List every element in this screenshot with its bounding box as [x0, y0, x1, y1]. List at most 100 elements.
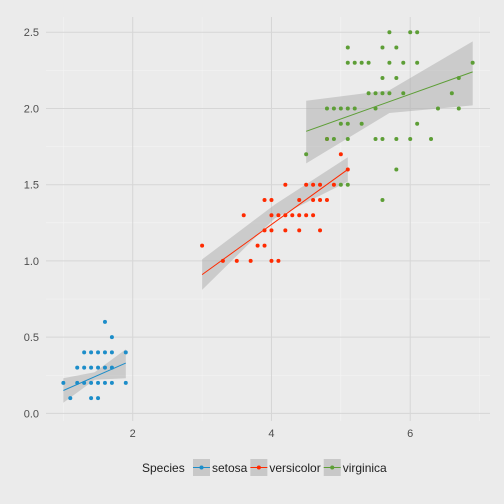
data-point-virginica	[380, 136, 385, 141]
data-point-virginica	[415, 60, 420, 65]
legend-key-point	[256, 465, 261, 470]
fit-line-virginica	[305, 71, 473, 132]
legend-item-virginica: virginica	[323, 459, 387, 476]
data-point-versicolor	[269, 197, 274, 202]
data-point-virginica	[394, 75, 399, 80]
legend-key-point	[330, 465, 335, 470]
fit-lines	[63, 71, 473, 391]
data-point-setosa	[96, 350, 101, 355]
data-point-versicolor	[276, 213, 281, 218]
data-point-setosa	[123, 350, 128, 355]
legend-label: virginica	[343, 461, 387, 475]
data-point-versicolor	[311, 182, 316, 187]
legend-label: setosa	[212, 461, 248, 475]
legend-item-setosa: setosa	[193, 459, 248, 476]
data-point-setosa	[82, 380, 87, 385]
data-point-versicolor	[241, 213, 246, 218]
data-point-versicolor	[331, 182, 336, 187]
data-point-virginica	[401, 91, 406, 96]
x-tick-label: 4	[268, 428, 274, 440]
data-point-setosa	[82, 350, 87, 355]
data-point-setosa	[123, 380, 128, 385]
data-point-versicolor	[324, 197, 329, 202]
data-point-virginica	[331, 136, 336, 141]
data-point-versicolor	[200, 243, 205, 248]
data-point-virginica	[408, 30, 413, 35]
data-point-virginica	[345, 182, 350, 187]
data-point-versicolor	[318, 197, 323, 202]
data-point-versicolor	[297, 228, 302, 233]
data-point-virginica	[331, 106, 336, 111]
data-point-virginica	[373, 106, 378, 111]
data-point-virginica	[345, 136, 350, 141]
data-point-versicolor	[234, 258, 239, 263]
data-point-setosa	[89, 396, 94, 401]
data-point-setosa	[102, 350, 107, 355]
data-point-versicolor	[248, 258, 253, 263]
confidence-band-setosa	[63, 349, 126, 403]
data-point-virginica	[338, 121, 343, 126]
data-point-virginica	[345, 106, 350, 111]
legend-item-versicolor: versicolor	[250, 459, 321, 476]
data-point-versicolor	[290, 213, 295, 218]
data-point-virginica	[456, 106, 461, 111]
data-point-virginica	[394, 167, 399, 172]
data-point-versicolor	[345, 167, 350, 172]
fit-line-versicolor	[201, 169, 349, 276]
data-point-versicolor	[318, 228, 323, 233]
data-point-virginica	[380, 75, 385, 80]
data-point-virginica	[366, 91, 371, 96]
data-point-versicolor	[297, 213, 302, 218]
data-point-virginica	[387, 60, 392, 65]
data-point-versicolor	[283, 182, 288, 187]
data-point-versicolor	[311, 197, 316, 202]
data-point-virginica	[359, 60, 364, 65]
confidence-band-versicolor	[202, 157, 348, 290]
legend-key-point	[199, 465, 204, 470]
data-point-virginica	[373, 91, 378, 96]
data-point-virginica	[387, 91, 392, 96]
data-point-setosa	[102, 365, 107, 370]
data-point-virginica	[304, 152, 309, 157]
data-point-virginica	[324, 136, 329, 141]
data-point-versicolor	[262, 228, 267, 233]
y-tick-label: 0.5	[24, 332, 39, 344]
data-point-virginica	[352, 60, 357, 65]
data-point-virginica	[359, 121, 364, 126]
data-point-setosa	[75, 380, 80, 385]
data-point-versicolor	[311, 213, 316, 218]
data-point-setosa	[102, 319, 107, 324]
data-point-setosa	[82, 365, 87, 370]
data-point-virginica	[345, 60, 350, 65]
data-point-setosa	[96, 396, 101, 401]
fit-line-setosa	[63, 362, 126, 391]
legend: Species setosa versicolor virginica	[142, 459, 387, 476]
data-point-versicolor	[276, 258, 281, 263]
data-point-virginica	[429, 136, 434, 141]
data-point-versicolor	[262, 243, 267, 248]
legend-title: Species	[142, 461, 185, 475]
data-point-virginica	[324, 106, 329, 111]
data-point-versicolor	[220, 258, 225, 263]
data-point-virginica	[345, 45, 350, 50]
data-point-virginica	[338, 106, 343, 111]
y-tick-label: 0.0	[24, 408, 39, 420]
y-tick-label: 2.5	[24, 27, 39, 39]
data-point-versicolor	[269, 213, 274, 218]
data-point-virginica	[338, 182, 343, 187]
data-point-virginica	[380, 91, 385, 96]
legend-label: versicolor	[269, 461, 320, 475]
data-point-setosa	[68, 396, 73, 401]
data-point-virginica	[456, 75, 461, 80]
data-point-virginica	[394, 136, 399, 141]
data-point-virginica	[401, 60, 406, 65]
data-point-virginica	[449, 91, 454, 96]
data-point-setosa	[109, 365, 114, 370]
data-point-virginica	[380, 45, 385, 50]
data-point-setosa	[96, 365, 101, 370]
data-point-versicolor	[255, 243, 260, 248]
y-tick-label: 2.0	[24, 103, 39, 115]
data-point-setosa	[96, 380, 101, 385]
data-point-setosa	[109, 350, 114, 355]
